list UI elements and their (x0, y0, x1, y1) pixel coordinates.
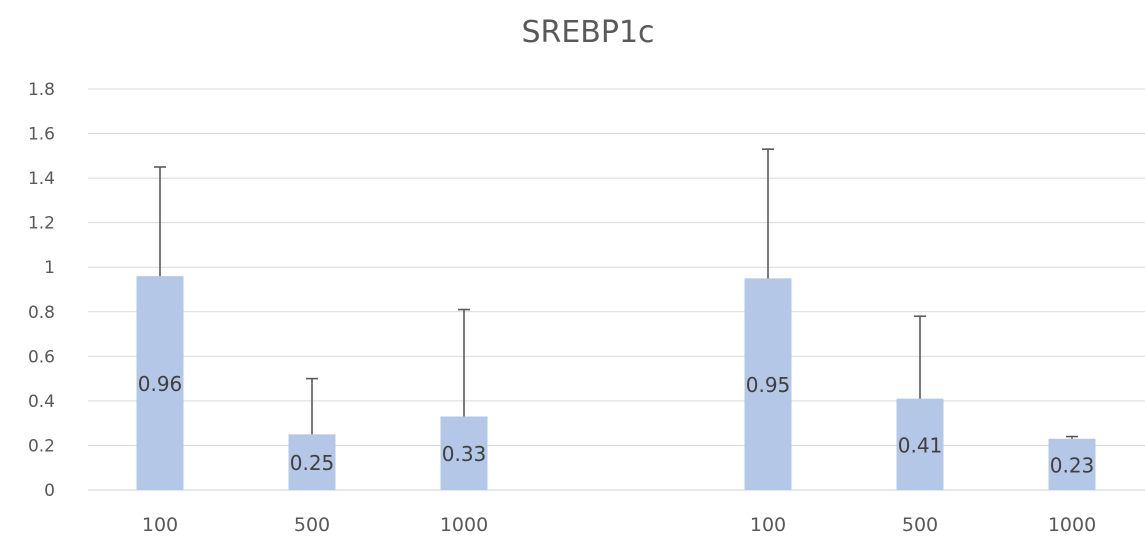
data-label: 0.25 (290, 451, 335, 475)
bar (440, 416, 488, 490)
x-tick-label: 100 (750, 514, 786, 536)
data-label: 0.23 (1050, 453, 1095, 477)
y-tick-label: 0.8 (28, 303, 55, 323)
bar (136, 276, 184, 490)
y-tick-label: 1.4 (28, 169, 55, 189)
bars (136, 276, 1096, 490)
y-axis-ticks: 0 0.2 0.4 0.6 0.8 1 1.2 1.4 1.6 1.8 (28, 80, 55, 501)
data-label: 0.95 (746, 373, 791, 397)
gridlines (88, 88, 1145, 491)
x-tick-label: 500 (294, 514, 330, 536)
x-tick-label: 500 (902, 514, 938, 536)
y-tick-label: 0.6 (28, 347, 55, 367)
y-tick-label: 0.2 (28, 436, 55, 456)
y-tick-label: 0 (44, 481, 55, 501)
bar (1048, 438, 1096, 490)
data-label: 0.96 (138, 372, 183, 396)
x-tick-label: 1000 (440, 514, 488, 536)
y-tick-label: 1.8 (28, 80, 55, 100)
y-tick-label: 0.4 (28, 392, 55, 412)
data-label: 0.33 (442, 442, 487, 466)
data-labels: 0.96 0.25 0.33 0.95 0.41 0.23 (138, 372, 1095, 477)
bar (744, 278, 792, 490)
x-tick-label: 100 (142, 514, 178, 536)
chart-title: SREBP1c (521, 15, 654, 50)
bar (288, 434, 336, 490)
y-tick-label: 1.6 (28, 125, 55, 145)
error-bars (154, 148, 1078, 439)
y-tick-label: 1.2 (28, 214, 55, 234)
x-tick-label: 1000 (1048, 514, 1096, 536)
bar (896, 398, 944, 490)
data-label: 0.41 (898, 433, 943, 457)
x-axis-ticks: 100 500 1000 100 500 1000 (142, 514, 1096, 536)
y-tick-label: 1 (44, 258, 55, 278)
